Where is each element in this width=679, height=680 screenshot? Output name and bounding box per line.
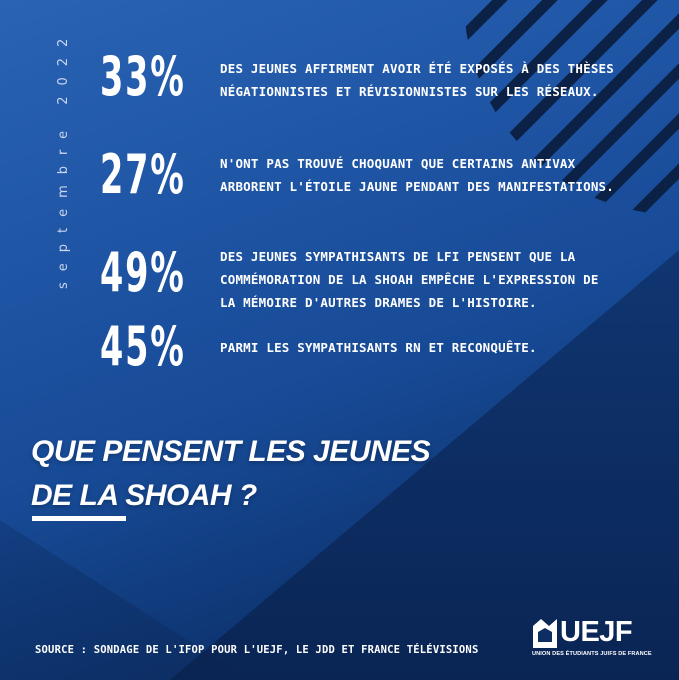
logo-tagline: UNION DES ÉTUDIANTS JUIFS DE FRANCE xyxy=(532,651,652,657)
headline-underline xyxy=(32,516,126,521)
headline-line-2: DE LA SHOAH ? xyxy=(31,479,257,512)
headline: QUE PENSENT LES JEUNES DE LA SHOAH ? xyxy=(31,430,431,518)
stat-description-line: COMMÉMORATION DE LA SHOAH EMPÊCHE L'EXPR… xyxy=(220,272,599,287)
uejf-logo-icon xyxy=(533,619,557,648)
stat-description: PARMI LES SYMPATHISANTS RN ET RECONQUÊTE… xyxy=(220,336,630,359)
stat-description-line: NÉGATIONNISTES ET RÉVISIONNISTES SUR LES… xyxy=(220,84,599,99)
stat-description-line: DES JEUNES AFFIRMENT AVOIR ÉTÉ EXPOSÉS À… xyxy=(220,61,615,76)
logo-name: UEJF xyxy=(560,616,633,648)
stat-description-line: DES JEUNES SYMPATHISANTS DE LFI PENSENT … xyxy=(220,249,576,264)
stat-description-line: ARBORENT L'ÉTOILE JAUNE PENDANT DES MANI… xyxy=(220,179,615,194)
stat-description-line: N'ONT PAS TROUVÉ CHOQUANT QUE CERTAINS A… xyxy=(220,156,576,171)
stat-percent: 33% xyxy=(100,45,186,108)
uejf-logo: UEJF UNION DES ÉTUDIANTS JUIFS DE FRANCE xyxy=(532,616,658,664)
headline-line-1: QUE PENSENT LES JEUNES xyxy=(31,435,431,468)
stat-percent: 27% xyxy=(100,143,186,206)
stat-description: DES JEUNES SYMPATHISANTS DE LFI PENSENT … xyxy=(220,245,630,314)
stat-description: DES JEUNES AFFIRMENT AVOIR ÉTÉ EXPOSÉS À… xyxy=(220,57,630,103)
stat-description: N'ONT PAS TROUVÉ CHOQUANT QUE CERTAINS A… xyxy=(220,152,630,198)
source-note: SOURCE : SONDAGE DE L'IFOP POUR L'UEJF, … xyxy=(35,644,479,656)
date-label: septembre 2022 xyxy=(56,28,71,290)
stat-description-line: PARMI LES SYMPATHISANTS RN ET RECONQUÊTE… xyxy=(220,340,537,355)
stat-percent: 45% xyxy=(100,315,186,378)
stat-description-line: LA MÉMOIRE D'AUTRES DRAMES DE L'HISTOIRE… xyxy=(220,295,537,310)
stat-percent: 49% xyxy=(100,241,186,304)
